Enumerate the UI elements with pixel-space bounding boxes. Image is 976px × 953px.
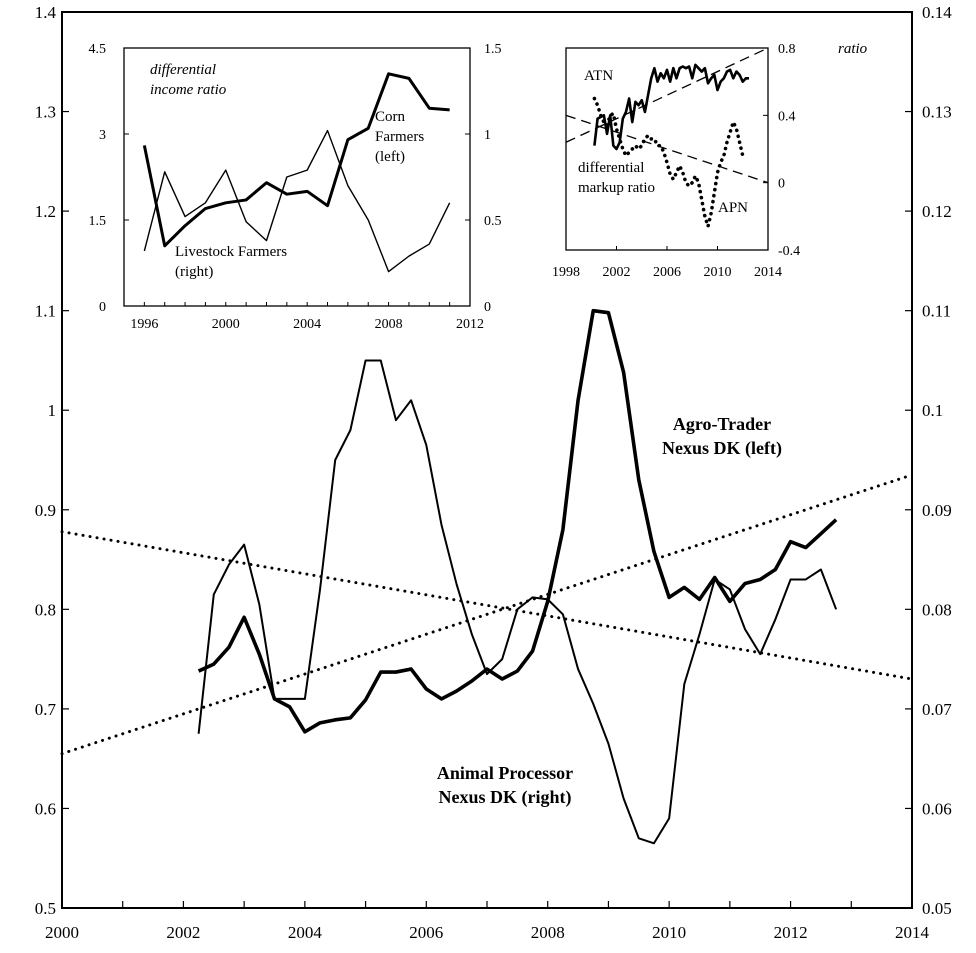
atn-series-line xyxy=(593,63,750,151)
corn-farmers-label-line3: (left) xyxy=(375,149,405,165)
livestock-farmers-label-line2: (right) xyxy=(175,264,213,280)
inset-right-y-tick-label: 0 xyxy=(778,177,785,192)
y-left-tick-label: 0.6 xyxy=(35,799,56,818)
x-tick-label: 2010 xyxy=(652,923,686,942)
x-tick-label: 2006 xyxy=(409,923,443,942)
agro-trader-trend-line xyxy=(60,473,914,756)
inset-left-x-tick-label: 2012 xyxy=(456,317,484,332)
x-tick-label: 2002 xyxy=(166,923,200,942)
apn-trend-line xyxy=(565,114,769,184)
y-left-tick-label: 0.8 xyxy=(35,600,56,619)
y-left-tick-label: 0.9 xyxy=(35,501,56,520)
inset-left-title-line2: income ratio xyxy=(150,82,227,98)
y-right-tick-label: 0.13 xyxy=(922,103,952,122)
inset-right-y-tick-label: 0.4 xyxy=(778,109,796,124)
animal-processor-label-line2: Nexus DK (right) xyxy=(439,787,572,808)
inset-right-title: ratio xyxy=(838,41,868,57)
x-tick-label: 2004 xyxy=(288,923,323,942)
y-right-tick-label: 0.09 xyxy=(922,501,952,520)
y-left-tick-label: 1.3 xyxy=(35,103,56,122)
x-tick-label: 2014 xyxy=(895,923,930,942)
y-left-tick-label: 0.5 xyxy=(35,899,56,918)
inset-left-y-right-tick-label: 0 xyxy=(484,300,491,315)
y-left-tick-label: 0.7 xyxy=(35,700,57,719)
inset-right-y-tick-label: 0.8 xyxy=(778,42,796,57)
inset-income-ratio-chart: 1996 2000 2004 2008 201201.534.500.511.5diff… xyxy=(89,42,502,332)
inset-left-y-left-tick-label: 0 xyxy=(99,300,106,315)
inset-left-y-right-tick-label: 0.5 xyxy=(484,214,502,229)
main-chart: 2000 2002 2004 2006 2008 2010 2012 2014 0.5 0.6 0.… xyxy=(35,3,953,942)
inset-left-y-right-tick-label: 1 xyxy=(484,128,491,143)
animal-processor-label-line1: Animal Processor xyxy=(437,763,573,783)
inset-right-x-tick-label: 2006 xyxy=(653,265,681,280)
y-left-tick-label: 1.4 xyxy=(35,3,57,22)
apn-series-line xyxy=(592,96,745,234)
inset-left-x-tick-label: 2008 xyxy=(375,317,403,332)
y-right-tick-label: 0.06 xyxy=(922,799,952,818)
y-right-tick-label: 0.1 xyxy=(922,401,943,420)
inset-right-x-tick-label: 2014 xyxy=(754,265,782,280)
inset-left-x-tick-label: 2004 xyxy=(293,317,321,332)
corn-farmers-label-line2: Farmers xyxy=(375,129,424,145)
inset-right-annotation-line2: markup ratio xyxy=(578,180,655,196)
y-right-tick-label: 0.07 xyxy=(922,700,952,719)
y-left-tick-label: 1.1 xyxy=(35,302,56,321)
agro-trader-label-line2: Nexus DK (left) xyxy=(662,438,782,459)
x-tick-label: 2008 xyxy=(531,923,565,942)
inset-right-x-tick-label: 1998 xyxy=(552,265,580,280)
inset-left-title-line1: differential xyxy=(150,62,216,78)
inset-right-x-tick-label: 2002 xyxy=(603,265,631,280)
x-tick-label: 2000 xyxy=(45,923,79,942)
inset-left-frame xyxy=(123,47,471,307)
agro-trader-label-line1: Agro-Trader xyxy=(673,414,771,434)
agro-trader-series-line xyxy=(197,308,838,734)
y-right-tick-label: 0.11 xyxy=(922,302,951,321)
inset-left-x-tick-label: 2000 xyxy=(212,317,240,332)
inset-right-annotation-line1: differential xyxy=(578,160,644,176)
y-left-tick-label: 1 xyxy=(48,401,57,420)
atn-label: ATN xyxy=(584,68,613,84)
livestock-farmers-label-line1: Livestock Farmers xyxy=(175,244,287,260)
inset-left-y-left-tick-label: 1.5 xyxy=(89,214,107,229)
inset-right-x-tick-label: 2010 xyxy=(704,265,732,280)
apn-label: APN xyxy=(718,200,748,216)
inset-left-y-right-tick-label: 1.5 xyxy=(484,42,502,57)
inset-left-y-left-tick-label: 3 xyxy=(99,128,106,143)
inset-right-frame xyxy=(565,47,769,251)
inset-left-x-tick-label: 1996 xyxy=(130,317,158,332)
y-right-tick-label: 0.05 xyxy=(922,899,952,918)
y-right-tick-label: 0.12 xyxy=(922,202,952,221)
inset-markup-ratio-chart: 1998 2002 2006 2010 2014 -0.4 0 0.4 0.8 ATN APN dif… xyxy=(552,41,868,280)
x-tick-label: 2012 xyxy=(774,923,808,942)
livestock-farmers-series-line xyxy=(143,129,451,273)
corn-farmers-series-line xyxy=(142,72,450,248)
animal-processor-series-line xyxy=(197,359,838,845)
inset-left-y-left-tick-label: 4.5 xyxy=(89,42,107,57)
corn-farmers-label-line1: Corn xyxy=(375,109,406,125)
inset-right-y-tick-label: -0.4 xyxy=(778,244,800,259)
y-right-tick-label: 0.08 xyxy=(922,600,952,619)
y-left-tick-label: 1.2 xyxy=(35,202,56,221)
y-right-tick-label: 0.14 xyxy=(922,3,952,22)
